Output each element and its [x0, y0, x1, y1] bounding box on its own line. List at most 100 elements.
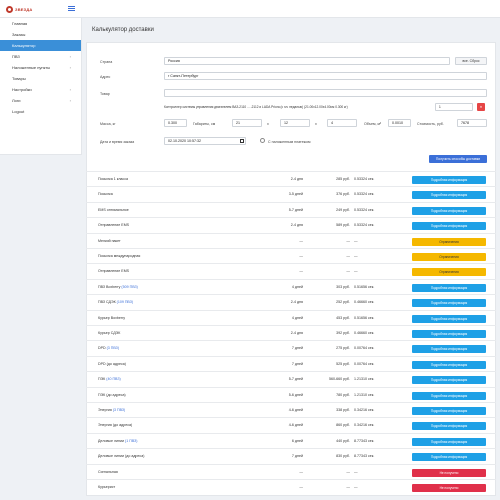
details-button[interactable]: Подробная информация — [412, 345, 486, 354]
sidebar-item-label: Заказы — [12, 32, 26, 37]
delivery-price: 275 руб. — [336, 346, 350, 351]
sidebar-item-label: ПВЗ — [12, 54, 20, 59]
dimension-length-input[interactable]: 21 — [232, 119, 262, 127]
sidebar-item-2[interactable]: Калькулятор — [0, 40, 81, 51]
country-select[interactable]: Россия — [164, 57, 450, 65]
restrictions-button[interactable]: Ограничения — [412, 268, 486, 277]
sidebar-item-4[interactable]: Наложенные пункты › — [0, 62, 81, 73]
sidebar-item-1[interactable]: Заказы — [0, 29, 81, 40]
pickup-points-link[interactable]: (3 ПВЗ) — [106, 346, 120, 351]
sidebar-item-0[interactable]: Главная — [0, 18, 81, 29]
delivery-method-name: Мелкий пакет — [98, 238, 121, 243]
delivery-price: 252 руб. — [336, 300, 350, 305]
details-button[interactable]: Подробная информация — [412, 283, 486, 292]
dimension-height-input[interactable]: 4 — [327, 119, 357, 127]
table-row: Отправление EMS — — — Ограничения — [86, 263, 496, 279]
details-button[interactable]: Подробная информация — [412, 299, 486, 308]
response-time: 0.53324 сек. — [354, 223, 375, 228]
delivery-days: 2-4 дня — [290, 300, 303, 305]
weight-label: Масса, кг — [100, 122, 116, 126]
details-button[interactable]: Подробная информация — [412, 314, 486, 323]
cod-checkbox[interactable] — [260, 138, 265, 143]
datetime-input[interactable]: 02.10.2020 10:57:32 — [164, 137, 246, 145]
get-delivery-methods-button[interactable]: Получить способы доставки — [429, 155, 487, 163]
sidebar-item-label: Logout — [12, 109, 25, 114]
response-time: 0.46660 сек. — [354, 331, 375, 335]
delivery-method-name: Курьер Boxberry — [98, 315, 126, 320]
delivery-method-name: DPD (3 ПВЗ) — [98, 346, 120, 351]
details-button[interactable]: Подробная информация — [412, 191, 486, 200]
table-row: Сигнальная — — — Не получено — [86, 463, 496, 480]
product-search-input[interactable] — [164, 89, 487, 97]
details-button[interactable]: Подробная информация — [412, 330, 486, 338]
delivery-price: 249 руб. — [336, 207, 350, 212]
weight-input[interactable]: 0.300 — [164, 119, 187, 127]
delivery-method-name: Энергия (до адреса) — [98, 423, 133, 428]
table-row: ПЭК (до адреса) 5-6 дней 780 руб. 1.21310 с… — [86, 386, 496, 403]
details-button[interactable]: Подробная информация — [412, 422, 486, 431]
table-row: Энергия (3 ПВЗ) 4-6 дней 338 руб. 0.34216 с… — [86, 402, 496, 418]
response-time: 0.51656 сек. — [354, 315, 375, 320]
restrictions-button[interactable]: Ограничения — [412, 237, 486, 246]
details-button[interactable]: Подробная информация — [412, 376, 486, 385]
chevron-right-icon: › — [69, 98, 71, 103]
delivery-price: 453 руб. — [336, 315, 350, 320]
pickup-points-link[interactable]: (509 ПВЗ) — [121, 284, 138, 289]
cost-input[interactable]: 7678 — [457, 119, 487, 127]
sidebar-item-5[interactable]: Товары — [0, 73, 81, 84]
delivery-days: 2-4 дня — [290, 223, 303, 228]
delivery-days: 5-6 дней — [288, 392, 303, 397]
details-button[interactable]: Подробная информация — [412, 391, 486, 400]
product-label: Товар — [100, 92, 110, 96]
delivery-days: 4-6 дней — [288, 408, 303, 412]
remove-product-button[interactable]: × — [477, 103, 485, 111]
reset-button[interactable]: все. Сброс — [455, 57, 487, 65]
pickup-points-link[interactable]: (1 ПВЗ) — [125, 438, 138, 443]
country-label: Страна — [100, 60, 113, 64]
response-time: 0.53324 сек. — [354, 192, 375, 197]
table-row: Посылка международная — — — Ограничения — [86, 248, 496, 264]
address-input[interactable]: г Санкт-Петербург — [164, 72, 487, 80]
delivery-price: 440 руб. — [336, 438, 350, 443]
details-button[interactable]: Подробная информация — [412, 407, 486, 415]
brand-logo[interactable]: ЗВЕЗДА — [6, 5, 33, 13]
menu-toggle-icon[interactable] — [68, 6, 75, 11]
dimension-separator: x — [267, 122, 269, 126]
response-time: 1.21310 сек. — [354, 377, 375, 382]
sidebar-item-6[interactable]: Настройки › — [0, 84, 81, 95]
pickup-points-link[interactable]: (3 ПВЗ) — [112, 408, 126, 412]
details-button[interactable]: Подробная информация — [412, 176, 486, 184]
details-button[interactable]: Подробная информация — [412, 222, 486, 231]
sidebar-item-7[interactable]: Логи › — [0, 95, 81, 106]
sidebar-item-label: Настройки — [12, 87, 32, 92]
pickup-points-link[interactable]: (40 ПВЗ) — [106, 377, 121, 382]
product-quantity-stepper[interactable]: 1 — [435, 103, 473, 111]
sidebar-item-8[interactable]: Logout — [0, 106, 81, 117]
delivery-price: 860 руб. — [336, 423, 350, 428]
volume-label: Объем, м³ — [364, 122, 382, 126]
delivery-price: 338 руб. — [336, 408, 350, 412]
delivery-days: 6 дней — [291, 438, 303, 443]
chevron-right-icon: › — [69, 65, 71, 70]
delivery-days: 7 дней — [291, 454, 303, 459]
table-row: Отправление EMS 2-4 дня 589 руб. 0.53324 се… — [86, 217, 496, 233]
volume-input[interactable]: 0.0010 — [388, 119, 411, 127]
delivery-days: — — [299, 269, 303, 274]
details-button[interactable]: Подробная информация — [412, 437, 486, 446]
sidebar-item-label: Товары — [12, 76, 26, 81]
calendar-icon[interactable] — [240, 139, 244, 143]
delivery-price: 285 руб. — [336, 177, 350, 181]
restrictions-button[interactable]: Ограничения — [412, 253, 486, 261]
dimension-separator: x — [315, 122, 317, 126]
pickup-points-link[interactable]: (109 ПВЗ) — [116, 300, 134, 305]
details-button[interactable]: Подробная информация — [412, 453, 486, 462]
details-button[interactable]: Подробная информация — [412, 206, 486, 215]
delivery-days: 2-4 дня — [290, 331, 303, 335]
dimension-width-input[interactable]: 12 — [280, 119, 310, 127]
response-time: 0.53324 сек. — [354, 207, 375, 212]
not-received-button[interactable]: Не получено — [412, 484, 486, 492]
sidebar-item-3[interactable]: ПВЗ › — [0, 51, 81, 62]
product-description: Контроллер системы управления двигателем… — [164, 105, 348, 109]
details-button[interactable]: Подробная информация — [412, 360, 486, 369]
not-received-button[interactable]: Не получено — [412, 468, 486, 477]
